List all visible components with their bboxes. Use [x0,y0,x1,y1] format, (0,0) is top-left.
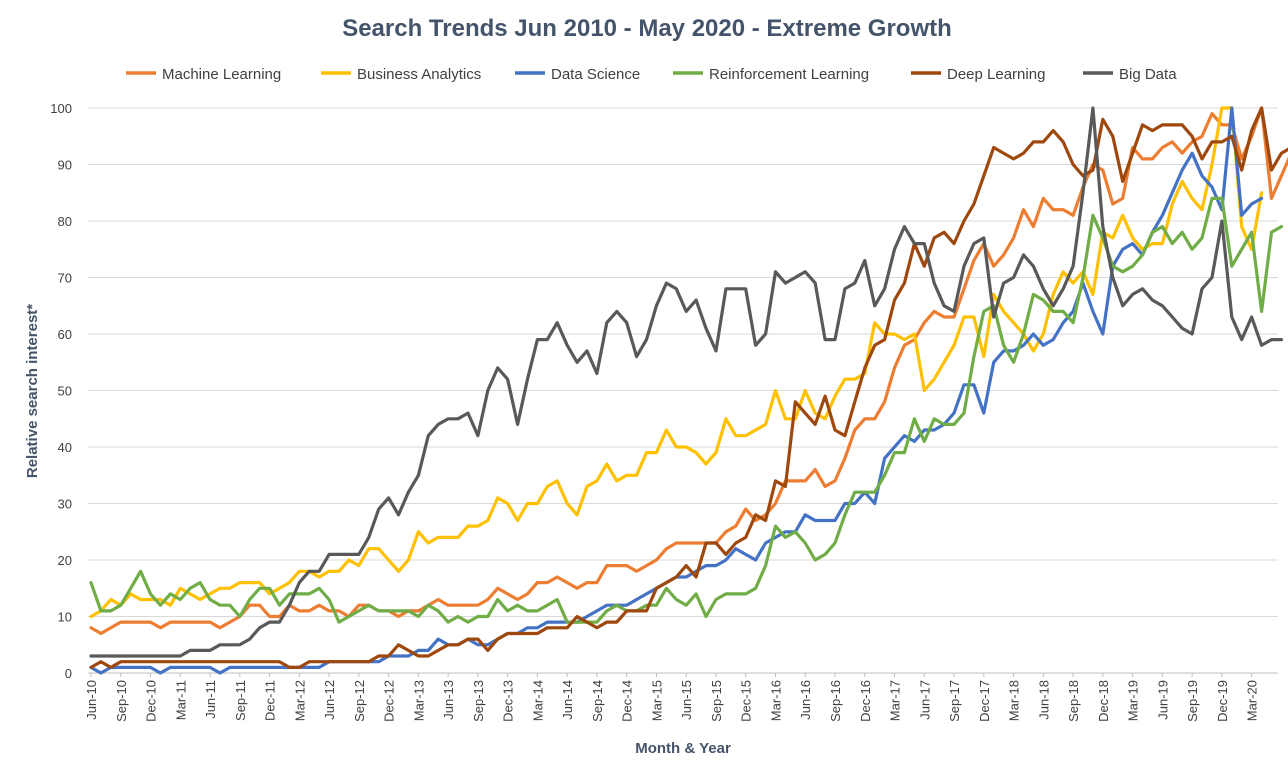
y-tick-label: 30 [58,497,72,512]
x-tick-label: Jun-17 [917,680,932,720]
x-tick-label: Mar-11 [173,680,188,720]
y-tick-label: 70 [58,271,72,286]
x-tick-label: Mar-18 [1007,680,1022,721]
x-tick-label: Sep-13 [471,680,486,722]
legend-label: Reinforcement Learning [709,66,869,83]
x-tick-label: Mar-17 [888,680,903,721]
x-tick-label: Dec-13 [501,680,516,722]
x-tick-label: Jun-18 [1036,680,1051,720]
y-tick-label: 0 [65,666,72,681]
x-tick-label: Dec-18 [1096,680,1111,722]
x-tick-label: Jun-10 [84,680,99,720]
x-tick-label: Sep-12 [352,680,367,722]
x-tick-label: Jun-11 [203,680,218,719]
legend-item: Big Data [1083,66,1177,83]
x-axis-ticks: Jun-10 Sep-10 Dec-10 Mar-11 Jun-11 Sep-11 Dec-… [84,673,1260,722]
x-tick-label: Sep-17 [947,680,962,722]
x-tick-label: Sep-14 [590,680,605,722]
x-tick-label: Mar-19 [1126,680,1141,721]
x-tick-label: Sep-11 [233,680,248,721]
x-tick-label: Sep-10 [114,680,129,722]
x-tick-label: Jun-16 [798,680,813,720]
y-tick-label: 20 [58,553,72,568]
y-tick-label: 90 [58,158,72,173]
y-tick-label: 50 [58,384,72,399]
x-tick-label: Dec-12 [382,680,397,722]
y-tick-label: 40 [58,440,72,455]
x-tick-label: Dec-16 [858,680,873,722]
legend-label: Machine Learning [162,66,281,83]
y-axis-title: Relative search interest* [24,304,41,478]
legend-item: Reinforcement Learning [673,66,869,83]
chart-title: Search Trends Jun 2010 - May 2020 - Extr… [342,15,952,42]
x-tick-label: Dec-19 [1215,680,1230,722]
x-tick-label: Dec-15 [739,680,754,722]
x-tick-label: Sep-16 [828,680,843,722]
x-tick-label: Jun-15 [679,680,694,720]
y-tick-label: 60 [58,327,72,342]
x-tick-label: Mar-16 [768,680,783,721]
legend-label: Data Science [551,66,640,83]
x-tick-label: Jun-14 [560,680,575,720]
y-tick-label: 10 [58,610,72,625]
series-line-machine-learning [89,106,1288,636]
x-tick-label: Jun-13 [441,680,456,720]
x-tick-label: Mar-14 [530,680,545,721]
x-tick-label: Mar-20 [1245,680,1260,721]
x-tick-label: Dec-11 [263,680,278,721]
legend-item: Deep Learning [911,66,1045,83]
x-tick-label: Sep-19 [1185,680,1200,722]
x-tick-label: Sep-15 [709,680,724,722]
legend-label: Deep Learning [947,66,1045,83]
x-tick-label: Jun-12 [322,680,337,720]
x-tick-label: Mar-15 [649,680,664,721]
series-lines [89,106,1288,675]
x-tick-label: Mar-12 [292,680,307,721]
x-tick-label: Sep-18 [1066,680,1081,722]
legend-item: Machine Learning [126,66,281,83]
legend-label: Big Data [1119,66,1177,83]
x-tick-label: Jun-19 [1155,680,1170,720]
series-line-business-analytics [89,106,1264,619]
y-tick-label: 80 [58,214,72,229]
y-tick-label: 100 [50,101,72,116]
x-tick-label: Dec-17 [977,680,992,722]
x-tick-label: Mar-13 [411,680,426,721]
legend: Machine Learning Business Analytics Data S… [126,66,1177,83]
legend-item: Data Science [515,66,640,83]
x-tick-label: Dec-14 [620,680,635,722]
series-line-big-data [89,106,1284,658]
x-tick-label: Dec-10 [144,680,159,722]
series-line-reinforcement-learning [89,196,1284,624]
y-axis-ticks: 0 10 20 30 40 50 60 70 80 90 100 [50,101,72,681]
series-line-deep-learning [89,106,1288,670]
legend-item: Business Analytics [321,66,481,83]
x-axis-title: Month & Year [635,740,731,757]
legend-label: Business Analytics [357,66,481,83]
